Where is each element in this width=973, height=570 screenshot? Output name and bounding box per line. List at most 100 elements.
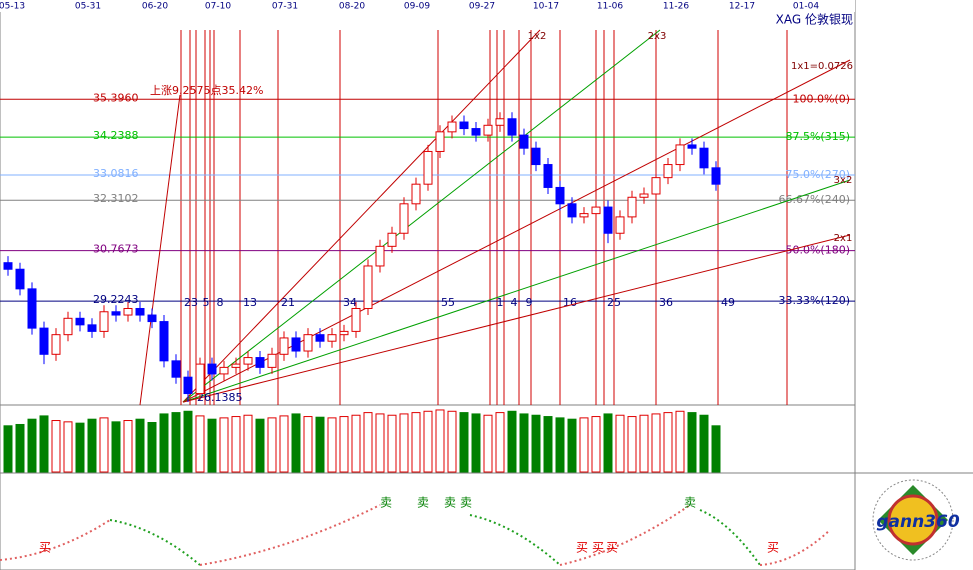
main-frame: [0, 0, 856, 570]
volume-bar: [315, 416, 325, 473]
date-label: 08-20: [339, 2, 365, 12]
volume-bar: [351, 414, 361, 473]
candle-body: [363, 265, 373, 309]
candle-body: [495, 118, 505, 126]
signal-label: 买: [767, 541, 779, 555]
volume-bar: [639, 414, 649, 473]
volume-bar: [255, 418, 265, 473]
volume-bar: [219, 417, 229, 473]
candle-body: [147, 314, 157, 323]
volume-bar: [63, 421, 73, 473]
volume-bar: [387, 414, 397, 473]
date-label: 11-26: [663, 2, 689, 12]
angle-label: 2x1: [834, 233, 853, 244]
volume-bar: [171, 412, 181, 473]
indicator-wave: [699, 509, 761, 566]
level-label: 66.67%(240): [778, 193, 850, 206]
candle-body: [423, 150, 433, 185]
chart-title: XAG 伦敦银现: [776, 12, 853, 27]
candle-body: [651, 177, 661, 195]
volume-bar: [75, 422, 85, 473]
cycle-label: 5: [203, 296, 210, 309]
cycle-label: 8: [217, 296, 224, 309]
volume-bar: [555, 417, 565, 473]
volume-bar: [531, 414, 541, 473]
cycle-label: 23: [184, 296, 198, 309]
candle-body: [699, 147, 709, 169]
candle-body: [291, 337, 301, 352]
date-label: 01-04: [793, 2, 819, 12]
candle-body: [183, 376, 193, 395]
low-label: 26.1385: [197, 391, 243, 404]
candle-body: [159, 321, 169, 362]
candle-body: [219, 366, 229, 375]
candle-body: [87, 324, 97, 332]
volume-bar: [15, 423, 25, 473]
volume-bar: [495, 412, 505, 473]
cycle-label: 16: [563, 296, 577, 309]
gann-line: [182, 29, 661, 403]
gann-line: [139, 94, 181, 406]
date-label: 06-20: [142, 2, 168, 12]
signal-label: 买: [606, 541, 618, 555]
level-label: 87.5%(315): [785, 130, 850, 143]
candle-body: [459, 121, 469, 130]
y-tick-label: 34.2388: [93, 129, 139, 142]
signal-label: 卖: [380, 496, 392, 510]
angle-label: 2x3: [648, 31, 667, 42]
cycle-label: 9: [526, 296, 533, 309]
y-tick-label: 30.7673: [93, 243, 139, 256]
indicator-wave: [559, 504, 691, 566]
date-label: 11-06: [597, 2, 623, 12]
volume-bar: [519, 413, 529, 473]
volume-bar: [147, 422, 157, 473]
candle-body: [15, 268, 25, 290]
candle-body: [327, 334, 337, 342]
cycle-label: 21: [281, 296, 295, 309]
candle-body: [171, 360, 181, 378]
candle-body: [351, 307, 361, 332]
volume-bar: [687, 412, 697, 473]
signal-label: 卖: [444, 496, 456, 510]
cycle-label: 4: [511, 296, 518, 309]
volume-bar: [159, 413, 169, 473]
volume-bar: [615, 414, 625, 473]
volume-bar: [423, 410, 433, 473]
volume-bar: [231, 416, 241, 473]
volume-bar: [339, 416, 349, 473]
annotation: 上涨9.2575点35.42%: [150, 84, 263, 97]
date-label: 09-27: [469, 2, 495, 12]
volume-bar: [399, 413, 409, 473]
volume-bar: [291, 413, 301, 473]
volume-bar: [123, 420, 133, 473]
candle-body: [519, 134, 529, 149]
candle-body: [231, 363, 241, 368]
volume-bar: [51, 420, 61, 473]
volume-bar: [699, 414, 709, 473]
candle-body: [123, 307, 133, 316]
volume-bar: [567, 418, 577, 473]
y-tick-label: 32.3102: [93, 192, 139, 205]
y-tick-label: 35.3960: [93, 91, 139, 104]
candle-body: [243, 357, 253, 365]
indicator-wave: [199, 504, 381, 566]
candle-body: [447, 121, 457, 133]
volume-bar: [603, 413, 613, 473]
candle-body: [615, 216, 625, 234]
angle-label: 1x2: [528, 31, 547, 42]
volume-bar: [435, 409, 445, 473]
candle-body: [303, 334, 313, 352]
logo-text: gann360: [876, 512, 960, 532]
level-label: 33.33%(120): [778, 294, 850, 307]
level-label: 50.0%(180): [785, 244, 850, 257]
volume-bar: [303, 416, 313, 473]
date-label: 10-17: [533, 2, 559, 12]
candle-body: [75, 317, 85, 326]
date-label: 05-13: [0, 2, 25, 12]
level-label: 75.0%(270): [785, 168, 850, 181]
candle-body: [471, 128, 481, 136]
volume-bar: [579, 417, 589, 473]
volume-bar: [195, 415, 205, 473]
volume-bar: [675, 410, 685, 473]
